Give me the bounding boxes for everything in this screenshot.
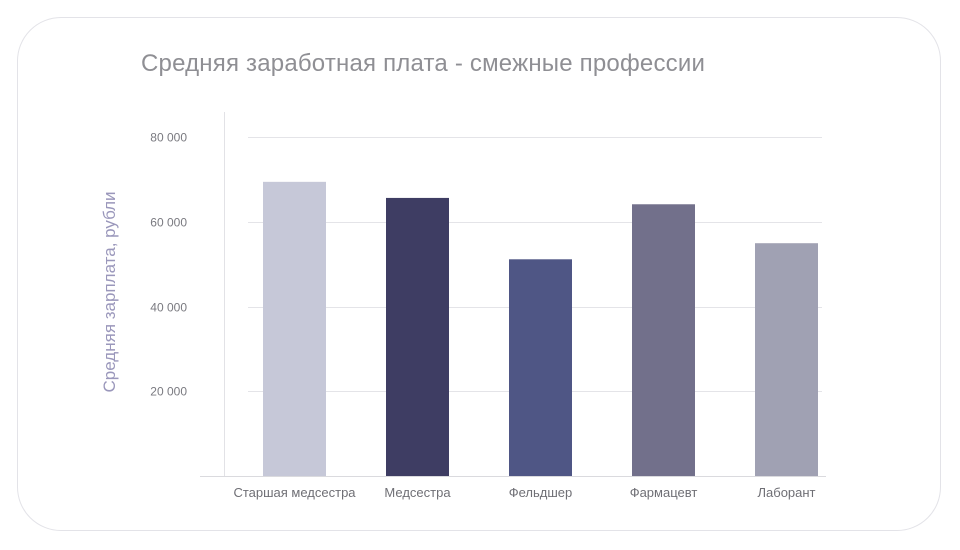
y-tick-label: 80 000 — [150, 131, 187, 145]
y-axis-label: Средняя зарплата, рубли — [100, 191, 119, 392]
x-tick-label: Лаборант — [757, 485, 815, 500]
y-tick-labels: 20 000 40 000 60 000 80 000 — [150, 131, 187, 399]
bar — [263, 181, 326, 476]
x-tick-label: Фармацевт — [630, 485, 698, 500]
chart-title: Средняя заработная плата - смежные профе… — [141, 50, 706, 77]
x-tick-labels: Старшая медсестра Медсестра Фельдшер Фармац… — [233, 485, 815, 500]
y-tick-label: 20 000 — [150, 385, 187, 399]
bar — [509, 259, 572, 476]
y-tick-label: 40 000 — [150, 301, 187, 315]
bar — [386, 197, 449, 476]
bar — [755, 243, 818, 476]
y-tick-label: 60 000 — [150, 216, 187, 230]
x-tick-label: Медсестра — [384, 485, 451, 500]
x-tick-label: Старшая медсестра — [233, 485, 356, 500]
x-tick-label: Фельдшер — [509, 485, 573, 500]
bar — [632, 204, 695, 476]
bars — [263, 181, 818, 476]
